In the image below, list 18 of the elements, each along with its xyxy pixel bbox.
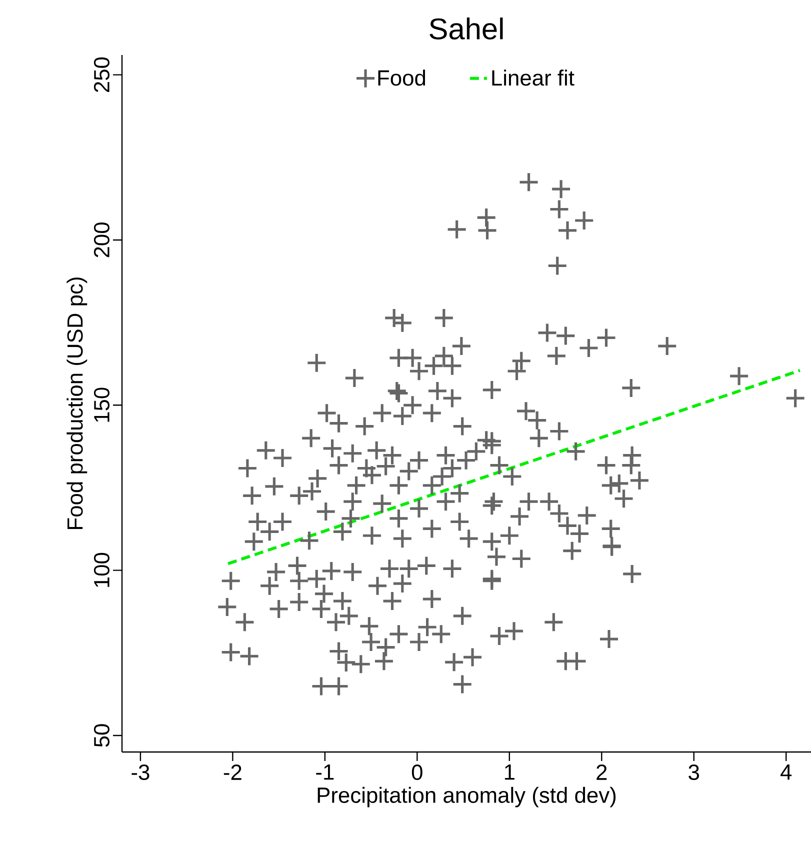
x-tick-label: -2	[224, 764, 242, 780]
x-axis-title: Precipitation anomaly (std dev)	[318, 786, 616, 808]
legend-label: Linear fit	[492, 70, 574, 86]
y-tick-label: 200	[94, 222, 110, 258]
y-tick-label: 250	[94, 57, 110, 92]
x-tick-label: 2	[596, 764, 607, 780]
x-tick-label: 4	[780, 764, 792, 780]
y-tick-label: 150	[94, 388, 110, 422]
x-tick-label: -3	[132, 764, 150, 780]
x-tick-label: 1	[504, 764, 514, 780]
y-tick-label: 100	[94, 552, 110, 587]
legend-label: Food	[378, 70, 426, 86]
x-tick-label: 0	[412, 764, 422, 780]
y-axis-title: Food production (USD pc)	[66, 278, 88, 529]
y-tick-label: 50	[94, 724, 110, 747]
chart-title: Sahel	[430, 18, 503, 40]
x-tick-label: 3	[688, 764, 700, 780]
x-tick-label: -1	[316, 764, 334, 780]
